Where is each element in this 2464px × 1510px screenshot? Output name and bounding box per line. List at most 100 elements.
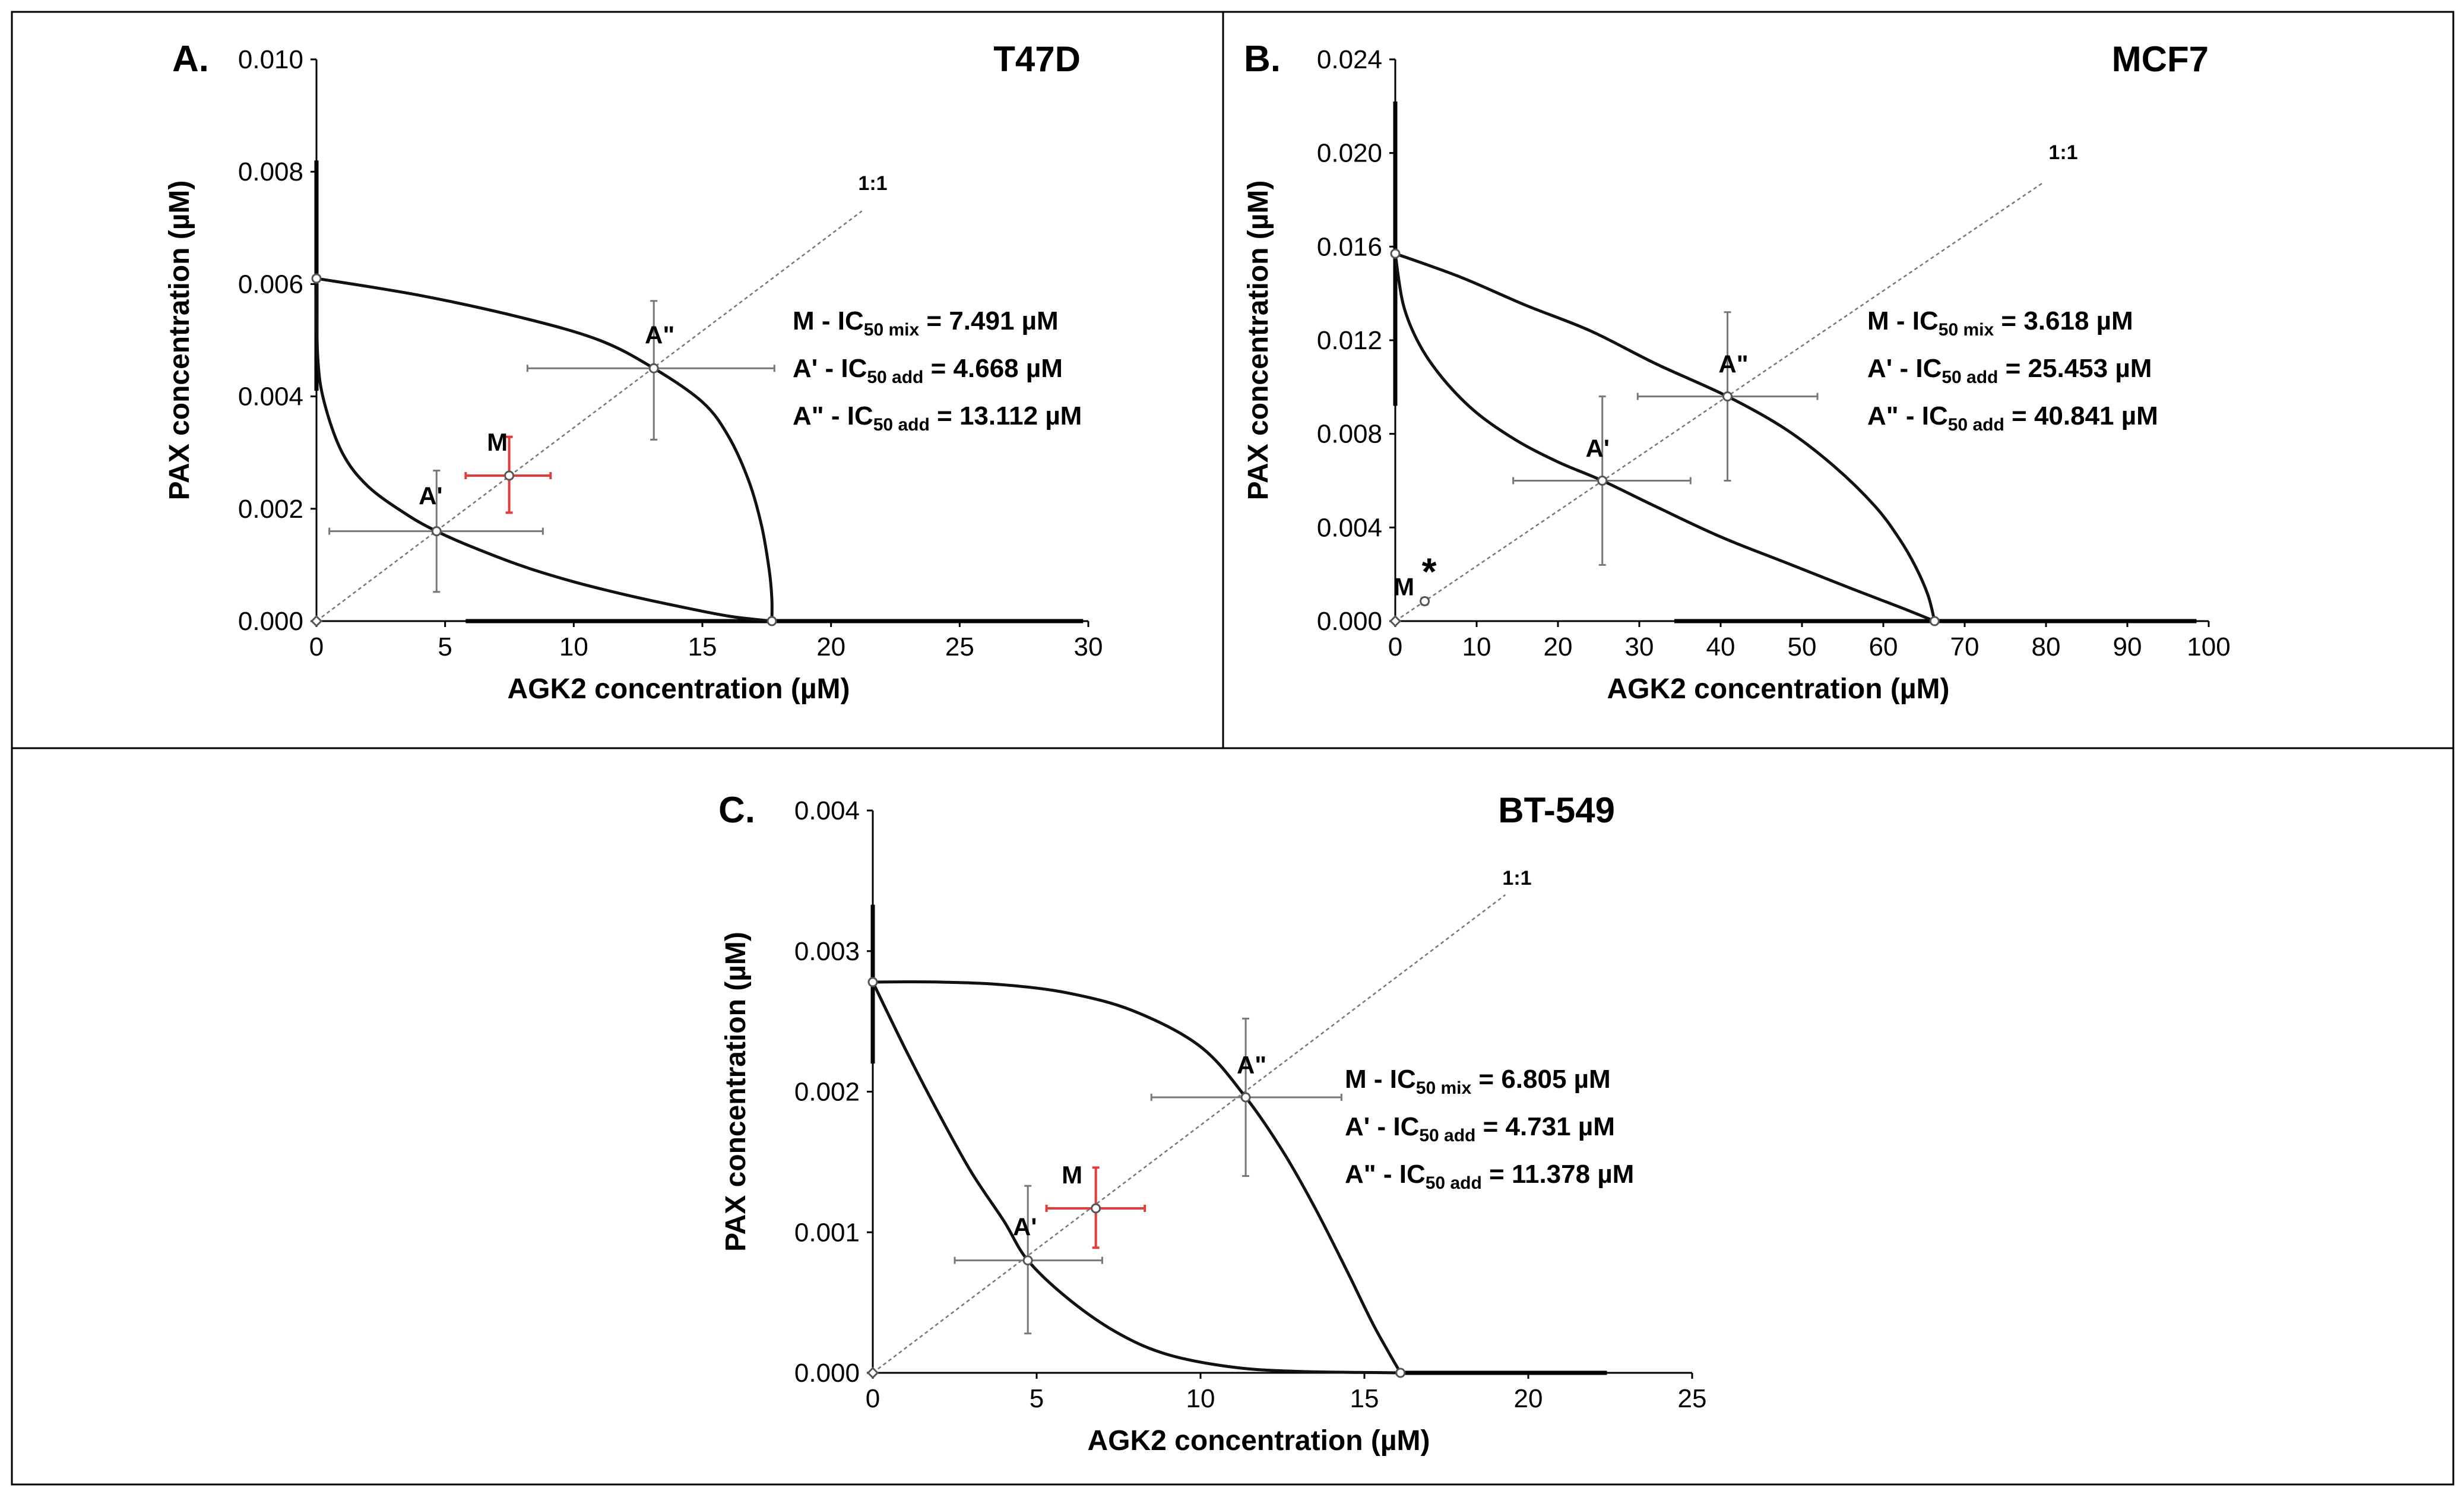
ratio-label: 1:1 (1502, 867, 1531, 889)
cell-line-title: T47D (993, 39, 1081, 79)
ic50-annotation: A' - IC50 add = 4.668 µM (793, 354, 1063, 387)
point-label: A' (1586, 435, 1610, 463)
x-tick-label: 30 (1074, 632, 1103, 661)
lower-isobole-curve (1393, 253, 1936, 623)
annotation-subscript: 50 add (1426, 1173, 1482, 1193)
data-point-a (1022, 1255, 1033, 1266)
y-tick-label: 0.004 (794, 796, 860, 825)
y-tick-label: 0.016 (1317, 232, 1382, 261)
x-tick-label: 60 (1869, 632, 1898, 661)
x-tick-label: 25 (1678, 1384, 1707, 1413)
x-tick-label: 10 (1462, 632, 1491, 661)
ratio-diagonal-line (872, 894, 1506, 1373)
annotation-value: = 11.378 µM (1482, 1160, 1635, 1189)
point-label: M (487, 428, 508, 456)
y-tick-label: 0.010 (238, 45, 303, 74)
ic50-annotation: M - IC50 mix = 3.618 µM (1867, 306, 2133, 340)
annotation-value: = 13.112 µM (930, 401, 1082, 430)
annotation-prefix: A' - IC (1345, 1112, 1419, 1141)
x-tick-label: 5 (1030, 1384, 1044, 1413)
y-tick-label: 0.008 (1317, 420, 1382, 449)
annotation-value: = 6.805 µM (1471, 1065, 1610, 1094)
ratio-label: 1:1 (858, 172, 887, 195)
x-tick-label: 70 (1950, 632, 1980, 661)
x-tick-label: 15 (688, 632, 717, 661)
y-axis-title: PAX concentration (µM) (164, 181, 195, 501)
y-tick-label: 0.012 (1317, 326, 1382, 355)
significance-star: * (1422, 550, 1437, 593)
annotation-prefix: M - IC (1867, 306, 1939, 335)
point-label: A' (419, 482, 442, 510)
lower-isobole-curve (871, 981, 1401, 1375)
annotation-prefix: A" - IC (793, 401, 873, 430)
data-point-a (1240, 1092, 1251, 1103)
x-tick-label: 90 (2113, 632, 2142, 661)
annotation-subscript: 50 add (1419, 1126, 1475, 1145)
y-tick-label: 0.008 (238, 157, 303, 186)
ic50-agk2-marker (1395, 1367, 1406, 1378)
data-point-m (504, 470, 515, 481)
data-point-m (1091, 1203, 1101, 1214)
x-tick-label: 30 (1625, 632, 1654, 661)
upper-isobole-curve (1395, 252, 1936, 622)
cell-line-title: MCF7 (2112, 39, 2209, 79)
y-axis-title: PAX concentration (µM) (720, 932, 752, 1252)
y-tick-label: 0.003 (794, 937, 860, 966)
origin-marker (1389, 615, 1402, 628)
x-tick-label: 20 (816, 632, 845, 661)
annotation-prefix: A' - IC (793, 354, 867, 383)
data-point-a (1597, 476, 1608, 486)
point-label: A' (1013, 1213, 1037, 1241)
upper-isobole-curve (316, 277, 774, 622)
ic50-agk2-marker (767, 616, 777, 626)
annotation-value: = 4.668 µM (923, 354, 1062, 383)
annotation-subscript: 50 add (873, 415, 930, 435)
y-tick-label: 0.002 (794, 1078, 860, 1107)
annotation-subscript: 50 add (867, 368, 923, 387)
ratio-label: 1:1 (2048, 141, 2077, 164)
panel-label: A. (172, 39, 209, 80)
x-tick-label: 10 (1186, 1384, 1215, 1413)
point-label: A" (1237, 1051, 1266, 1079)
x-tick-label: 20 (1514, 1384, 1543, 1413)
data-point-a (431, 526, 442, 537)
upper-isobole-curve (872, 980, 1402, 1374)
panel-label: C. (718, 790, 755, 831)
x-tick-label: 10 (559, 632, 588, 661)
annotation-value: = 25.453 µM (1998, 354, 2152, 383)
x-tick-label: 50 (1788, 632, 1817, 661)
x-tick-label: 100 (2187, 632, 2230, 661)
y-tick-label: 0.004 (238, 382, 303, 411)
ic50-annotation: A" - IC50 add = 40.841 µM (1867, 401, 2158, 435)
y-tick-label: 0.024 (1317, 45, 1382, 74)
panels: 0 5 10 15 20 25 30 0.000 0.002 0.004 0.006 0.008 0.0… (164, 39, 2231, 1457)
annotation-value: = 7.491 µM (919, 306, 1058, 335)
x-tick-label: 0 (1388, 632, 1402, 661)
y-tick-label: 0.000 (794, 1359, 860, 1388)
y-axis-title: PAX concentration (µM) (1243, 181, 1274, 501)
data-point-a (1722, 391, 1733, 402)
y-tick-label: 0.006 (238, 270, 303, 299)
x-tick-label: 0 (309, 632, 324, 661)
annotation-value: = 40.841 µM (2004, 401, 2158, 430)
ic50-annotation: A' - IC50 add = 25.453 µM (1867, 354, 2152, 387)
annotation-prefix: A" - IC (1867, 401, 1948, 430)
chart-panel-3: 0 5 10 15 20 25 0.000 0.001 0.002 0.003 0.004 AGK2 … (718, 790, 1706, 1457)
data-point-a (648, 363, 659, 373)
annotation-subscript: 50 mix (1939, 320, 1994, 340)
y-tick-label: 0.002 (238, 495, 303, 524)
x-tick-label: 25 (945, 632, 974, 661)
ic50-annotation: A" - IC50 add = 11.378 µM (1345, 1160, 1634, 1193)
annotation-value: = 3.618 µM (1994, 306, 2133, 335)
annotation-subscript: 50 mix (864, 320, 920, 340)
point-label: A" (1718, 350, 1748, 378)
lower-isobole-curve (315, 278, 772, 623)
y-tick-label: 0.004 (1317, 513, 1382, 542)
annotation-prefix: A' - IC (1867, 354, 1942, 383)
origin-marker (310, 615, 323, 628)
point-label: A" (645, 321, 674, 349)
x-tick-label: 40 (1706, 632, 1735, 661)
panel-frames (11, 11, 2455, 1486)
annotation-prefix: A" - IC (1345, 1160, 1426, 1189)
